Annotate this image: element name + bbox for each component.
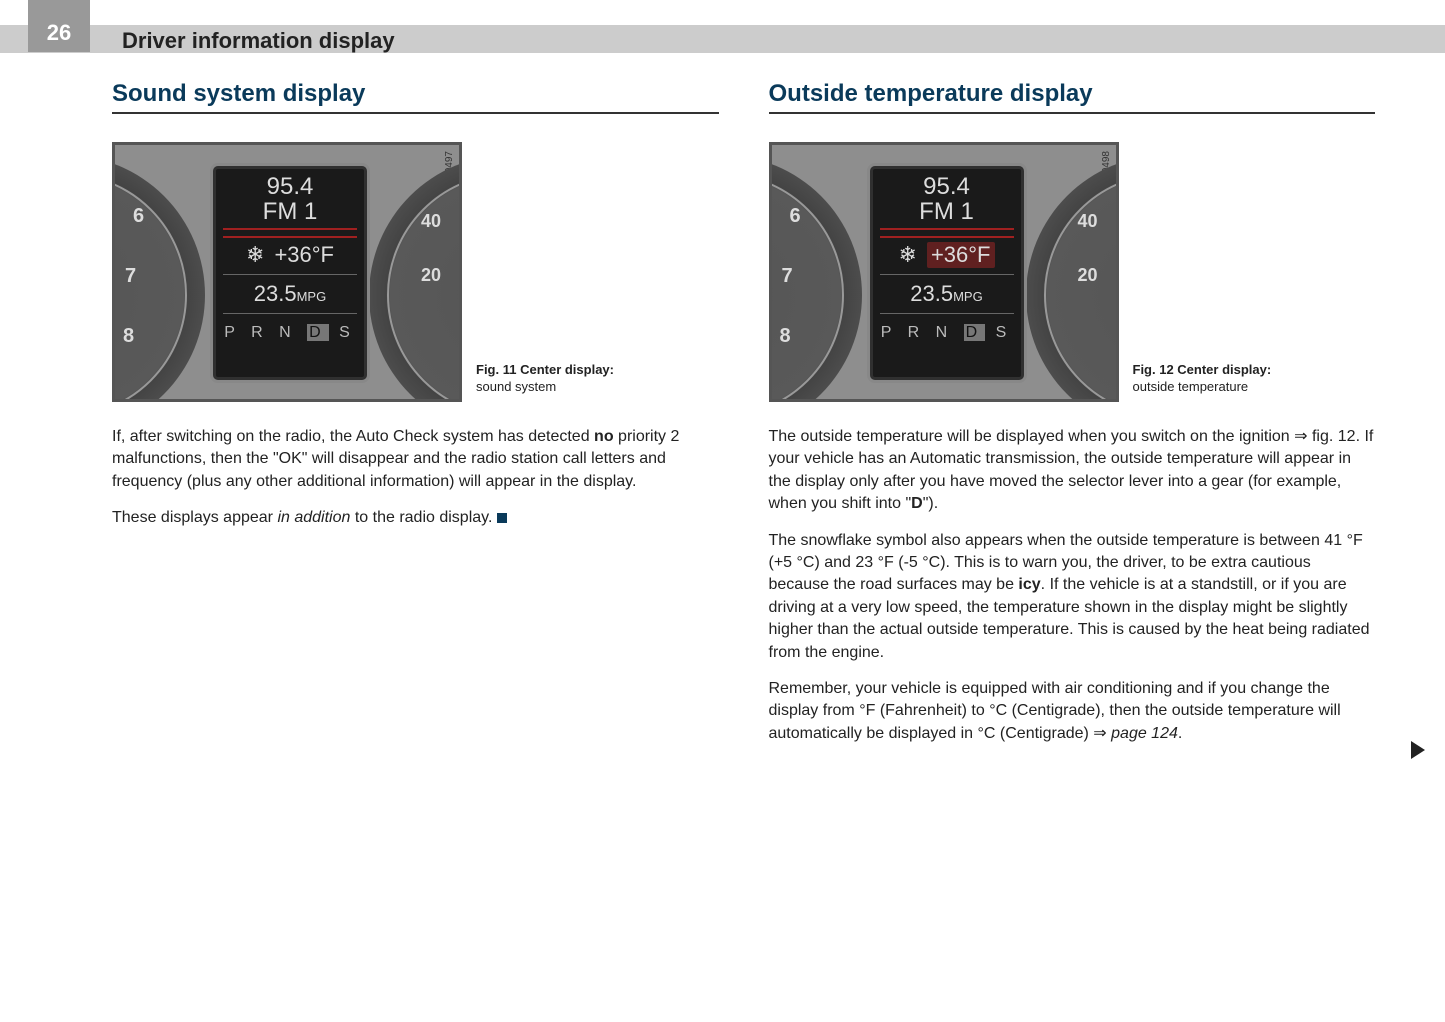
right-paragraph-3: Remember, your vehicle is equipped with … (769, 678, 1376, 745)
mpg-row: 23.5MPG (870, 281, 1024, 307)
temperature-row: ❄ +36°F (213, 242, 367, 268)
gauge-tick: 40 (1077, 211, 1097, 232)
radio-frequency: 95.4 (213, 174, 367, 199)
center-display-right: 95.4 FM 1 ❄ +36°F 23.5MPG P R N D S (867, 163, 1027, 383)
gauge-tick: 6 (133, 205, 144, 228)
radio-band: FM 1 (870, 199, 1024, 224)
left-paragraph-1: If, after switching on the radio, the Au… (112, 426, 719, 493)
figure-caption-left: Fig. 11 Center display: sound system (476, 362, 614, 402)
mpg-unit: MPG (297, 289, 327, 304)
section-end-icon (497, 513, 507, 523)
gear-indicator: P R N D S (870, 320, 1024, 348)
radio-display: 95.4 FM 1 (870, 166, 1024, 224)
gauge-tick: 20 (421, 265, 441, 286)
center-display-left: 95.4 FM 1 ❄ +36°F 23.5MPG P R N D S (210, 163, 370, 383)
page-header-title: Driver information display (122, 28, 395, 54)
gauge-tick: 40 (421, 211, 441, 232)
right-gauge-icon (1026, 155, 1119, 402)
divider (880, 274, 1014, 275)
gauge-tick: 7 (782, 265, 793, 288)
right-paragraph-2: The snowflake symbol also appears when t… (769, 530, 1376, 664)
gauge-tick: 8 (123, 325, 134, 348)
left-paragraph-2: These displays appear in addition to the… (112, 507, 719, 529)
figure-caption-bold: Fig. 11 Center display: (476, 362, 614, 377)
snowflake-icon: ❄ (246, 242, 264, 268)
mpg-row: 23.5MPG (213, 281, 367, 307)
divider-red-icon (219, 228, 361, 238)
page-number: 26 (47, 20, 71, 46)
snowflake-icon: ❄ (899, 242, 917, 268)
divider (223, 313, 357, 314)
divider (880, 313, 1014, 314)
section-title-left: Sound system display (112, 80, 719, 114)
gauge-tick: 20 (1077, 265, 1097, 286)
outside-temperature: +36°F (274, 242, 334, 268)
radio-display: 95.4 FM 1 (213, 166, 367, 224)
content-area: Sound system display B8E-0497 6 7 8 40 2… (112, 80, 1375, 759)
temperature-row: ❄ +36°F (870, 242, 1024, 268)
right-gauge-icon (369, 155, 462, 402)
gauge-tick: 7 (125, 265, 136, 288)
gauge-tick: 8 (780, 325, 791, 348)
gear-indicator: P R N D S (213, 320, 367, 348)
figure-caption-right: Fig. 12 Center display: outside temperat… (1133, 362, 1272, 402)
figure-row-left: B8E-0497 6 7 8 40 20 95.4 FM 1 ❄ +36°F (112, 142, 719, 402)
radio-band: FM 1 (213, 199, 367, 224)
figure-row-right: B8E-0498 6 7 8 40 20 95.4 FM 1 ❄ +36°F (769, 142, 1376, 402)
figure-caption-sub: outside temperature (1133, 379, 1249, 394)
divider-red-icon (876, 228, 1018, 238)
mpg-value: 23.5 (254, 281, 297, 306)
right-column: Outside temperature display B8E-0498 6 7… (769, 80, 1376, 759)
gauge-tick: 6 (790, 205, 801, 228)
figure-caption-bold: Fig. 12 Center display: (1133, 362, 1272, 377)
mpg-unit: MPG (953, 289, 983, 304)
section-title-right: Outside temperature display (769, 80, 1376, 114)
instrument-cluster-left: B8E-0497 6 7 8 40 20 95.4 FM 1 ❄ +36°F (112, 142, 462, 402)
left-column: Sound system display B8E-0497 6 7 8 40 2… (112, 80, 719, 759)
figure-caption-sub: sound system (476, 379, 556, 394)
outside-temperature-highlighted: +36°F (927, 242, 995, 268)
continue-arrow-icon (1411, 741, 1425, 759)
mpg-value: 23.5 (910, 281, 953, 306)
page-number-tab: 26 (28, 0, 90, 52)
right-paragraph-1: The outside temperature will be displaye… (769, 426, 1376, 516)
radio-frequency: 95.4 (870, 174, 1024, 199)
instrument-cluster-right: B8E-0498 6 7 8 40 20 95.4 FM 1 ❄ +36°F (769, 142, 1119, 402)
divider (223, 274, 357, 275)
